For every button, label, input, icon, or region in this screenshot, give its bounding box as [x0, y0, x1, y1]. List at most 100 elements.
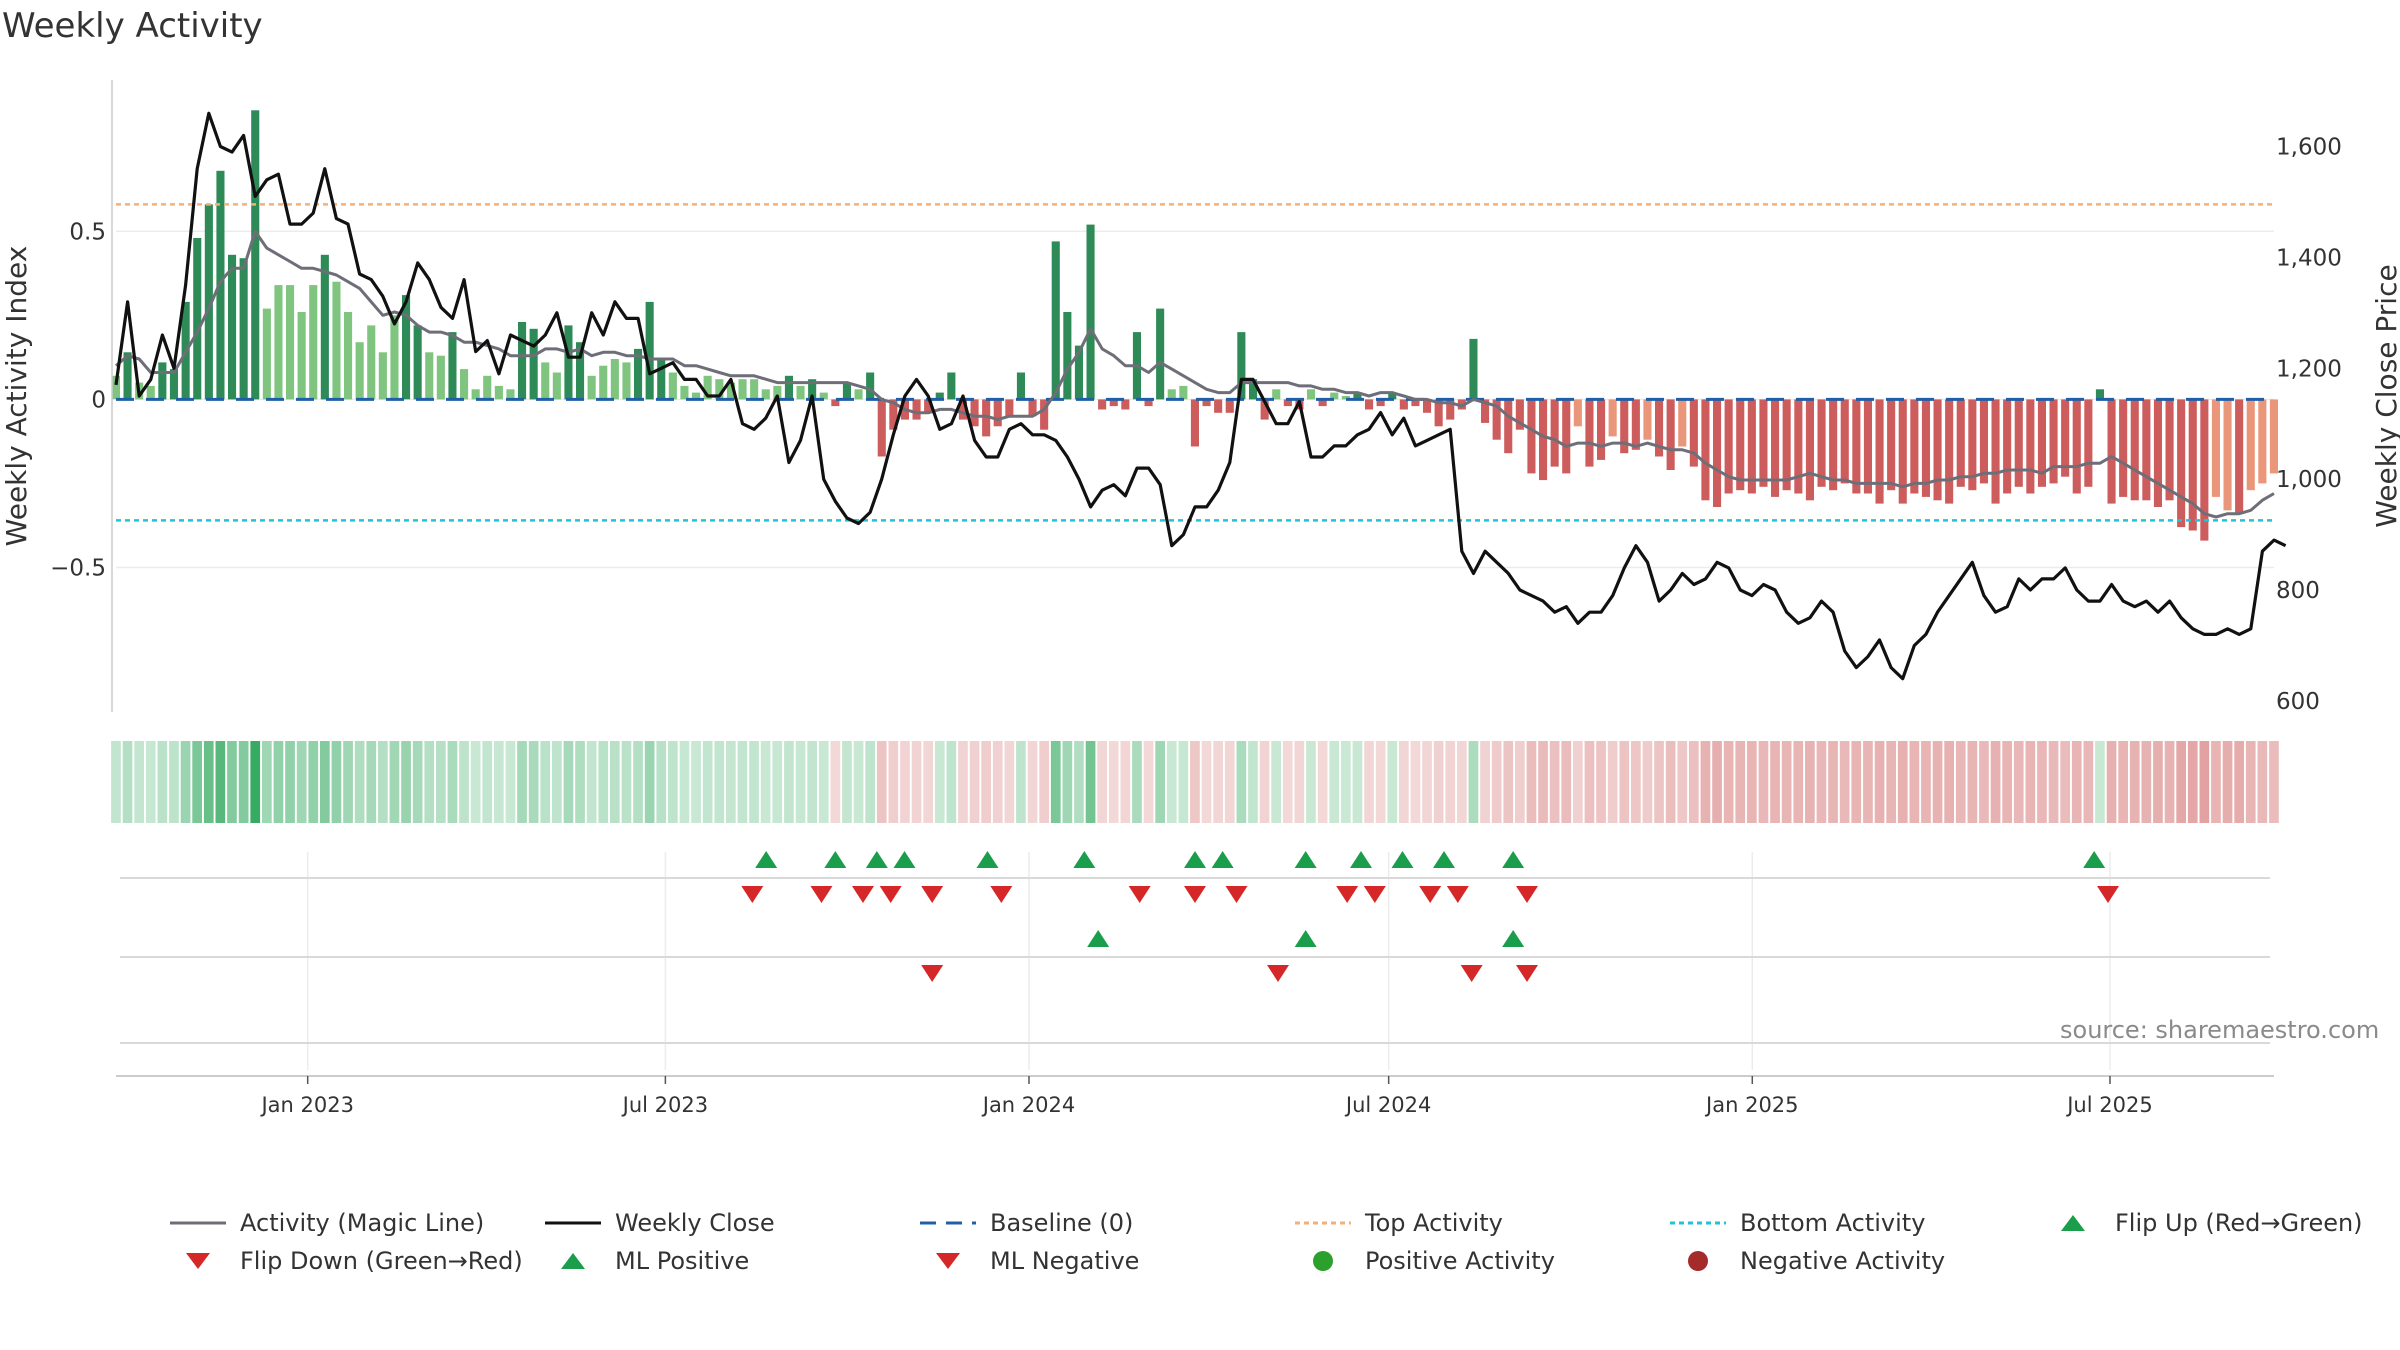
activity-bar: [2130, 399, 2139, 501]
legend-item-negative-activity[interactable]: Negative Activity: [1668, 1243, 1945, 1279]
activity-bar: [204, 204, 213, 400]
activity-bar: [1225, 399, 1234, 413]
heat-cell: [1027, 741, 1038, 823]
ml-negative-marker: [1516, 965, 1538, 982]
flip-down-marker: [1225, 886, 1248, 903]
activity-bar: [1272, 389, 1281, 400]
activity-bar: [1330, 392, 1339, 400]
heat-cell: [1932, 741, 1943, 823]
activity-bar: [1028, 399, 1037, 417]
heat-cell: [691, 741, 701, 823]
activity-bar: [494, 385, 503, 400]
activity-bar: [1353, 392, 1362, 400]
heat-cell: [250, 741, 261, 823]
activity-bar: [1121, 399, 1130, 410]
legend-item-flip-down[interactable]: Flip Down (Green→Red): [168, 1243, 523, 1279]
activity-bar: [228, 254, 237, 400]
flip-down-marker: [921, 886, 944, 903]
heat-cell: [1573, 741, 1583, 823]
y2-axis-label: Weekly Close Price: [2370, 264, 2400, 527]
activity-bar: [1979, 399, 1988, 484]
legend-item-top-activity[interactable]: Top Activity: [1293, 1205, 1503, 1241]
activity-heat-strip: [111, 741, 2279, 823]
activity-bar: [332, 281, 341, 400]
legend-item-bottom-activity[interactable]: Bottom Activity: [1668, 1205, 1925, 1241]
heat-cell: [285, 741, 295, 823]
legend-item-flip-up[interactable]: Flip Up (Red→Green): [2043, 1205, 2363, 1241]
legend-item-positive-activity[interactable]: Positive Activity: [1293, 1243, 1555, 1279]
series-lines: [114, 111, 2287, 681]
heat-cell: [1584, 741, 1595, 823]
legend-item-ml-negative[interactable]: ML Negative: [918, 1243, 1139, 1279]
activity-bar: [1840, 399, 1849, 484]
heat-cell: [586, 741, 597, 823]
activity-bar: [1179, 385, 1188, 400]
activity-bar: [2084, 399, 2093, 487]
heat-cell: [679, 741, 690, 823]
circle-green-icon: [1313, 1251, 1333, 1271]
heat-cell: [1352, 741, 1363, 823]
activity-bar: [1260, 399, 1269, 420]
y2-tick-label: 1,000: [2276, 467, 2342, 493]
heat-cell: [784, 741, 794, 823]
heat-cell: [517, 741, 527, 823]
flip-down-marker: [2097, 886, 2119, 903]
x-tick-label: Jan 2023: [259, 1093, 354, 1117]
heat-cell: [1190, 741, 1200, 823]
axes: 0.5 0 −0.5 600 800 1,000 1,200 1,400 1,600 Jan 20…: [0, 80, 2400, 1117]
flip-up-marker: [1502, 851, 1525, 868]
activity-bar: [2072, 399, 2081, 494]
heat-cell: [969, 741, 980, 823]
heat-cell: [888, 741, 899, 823]
heat-cell: [633, 741, 643, 823]
activity-bar: [1863, 399, 1872, 494]
heat-cell: [2245, 741, 2256, 823]
heat-cell: [865, 741, 875, 823]
heat-cell: [331, 741, 342, 823]
legend-item-magic-line[interactable]: Activity (Magic Line): [168, 1205, 484, 1241]
heat-cell: [1689, 741, 1699, 823]
heat-cell: [134, 741, 144, 823]
heat-cell: [749, 741, 759, 823]
heat-cell: [644, 741, 655, 823]
activity-bar: [1805, 399, 1814, 501]
heat-cell: [1422, 741, 1432, 823]
flip-down-marker: [852, 886, 874, 903]
activity-bar: [1515, 399, 1524, 430]
legend-item-weekly-close[interactable]: Weekly Close: [543, 1205, 775, 1241]
heat-cell: [2106, 741, 2117, 823]
legend-item-baseline[interactable]: Baseline (0): [918, 1205, 1133, 1241]
heat-cell: [540, 741, 551, 823]
heat-cell: [946, 741, 957, 823]
heat-cell: [1851, 741, 1862, 823]
legend-item-ml-positive[interactable]: ML Positive: [543, 1243, 749, 1279]
activity-bar: [483, 375, 492, 400]
activity-bar: [448, 332, 457, 400]
heat-cell: [795, 741, 806, 823]
flip-down-marker: [1128, 886, 1151, 903]
activity-bar: [1399, 399, 1408, 410]
heat-cell: [1341, 741, 1351, 823]
activity-bar: [1852, 399, 1861, 494]
heat-cell: [482, 741, 493, 823]
ml-negative-marker: [921, 965, 944, 982]
heat-cell: [1712, 741, 1722, 823]
heat-cell: [2037, 741, 2047, 823]
activity-bar: [2246, 399, 2255, 491]
activity-bar: [692, 392, 701, 400]
activity-bar: [645, 301, 654, 400]
activity-bar: [344, 312, 353, 400]
ml-positive-marker: [1294, 930, 1317, 947]
activity-bar: [1144, 399, 1153, 407]
triangle-up-icon: [2061, 1215, 2085, 1231]
activity-bar: [460, 369, 469, 400]
activity-bar: [1307, 389, 1316, 400]
legend-label: Negative Activity: [1740, 1247, 1946, 1275]
activity-bar: [286, 285, 295, 400]
flip-up-marker: [755, 851, 778, 868]
heat-cell: [203, 741, 214, 823]
heat-cell: [760, 741, 771, 823]
activity-bar: [2061, 399, 2070, 477]
heat-cell: [2176, 741, 2186, 823]
activity-bar: [1620, 399, 1629, 454]
